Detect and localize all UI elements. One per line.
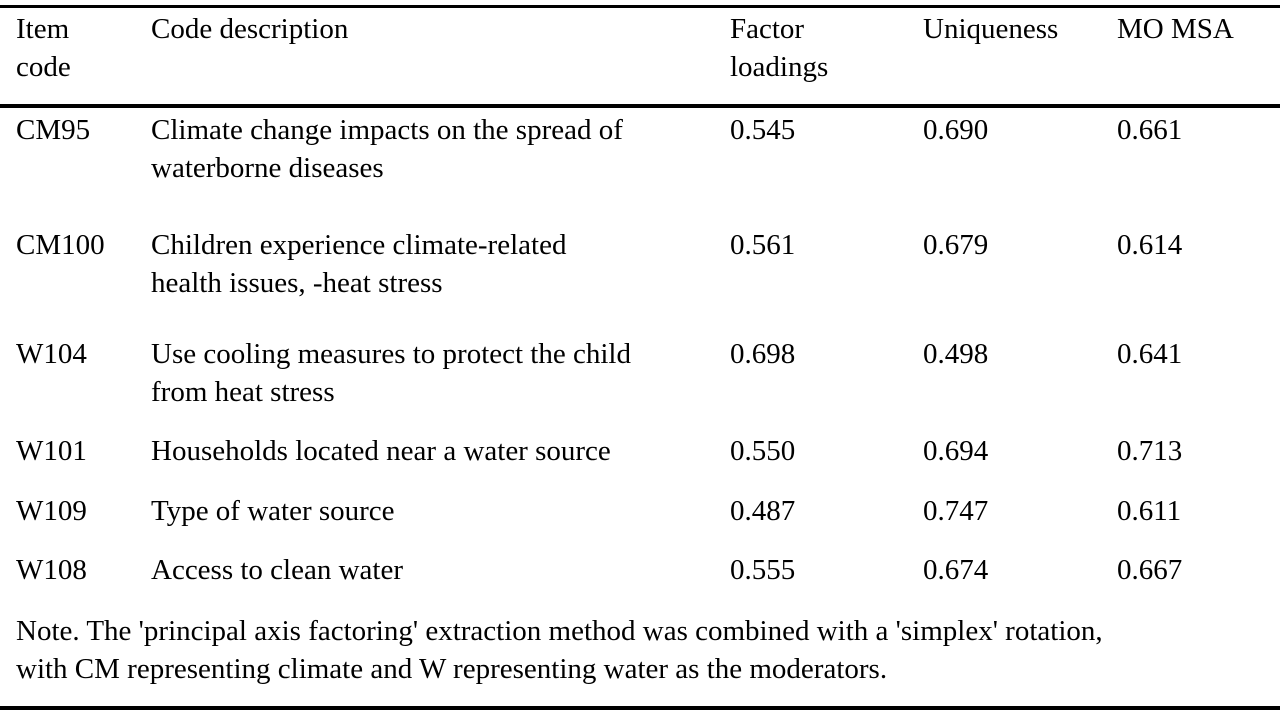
row-description: Access to clean water: [151, 554, 404, 586]
row-factor-loading: 0.555: [730, 554, 796, 586]
header-code-description: Code description: [151, 13, 349, 45]
header-uniqueness: Uniqueness: [923, 13, 1059, 45]
row-uniqueness: 0.679: [923, 229, 989, 261]
row-factor-loading: 0.487: [730, 495, 796, 527]
row-code: W104: [16, 338, 87, 370]
row-mo-msa: 0.641: [1117, 338, 1183, 370]
row-uniqueness: 0.690: [923, 114, 989, 146]
row-mo-msa: 0.614: [1117, 229, 1183, 261]
row-code: W108: [16, 554, 87, 586]
row-uniqueness: 0.498: [923, 338, 989, 370]
row-description: Climate change impacts on the spread of …: [151, 114, 623, 184]
row-factor-loading: 0.698: [730, 338, 796, 370]
table-note: Note. The 'principal axis factoring' ext…: [16, 615, 1103, 685]
row-code: W109: [16, 495, 87, 527]
header-mo-msa: MO MSA: [1117, 13, 1234, 45]
header-item-code: Item code: [16, 13, 71, 83]
row-description: Use cooling measures to protect the chil…: [151, 338, 631, 408]
row-uniqueness: 0.747: [923, 495, 989, 527]
row-description: Households located near a water source: [151, 435, 611, 467]
header-factor-loadings: Factor loadings: [730, 13, 829, 83]
row-factor-loading: 0.545: [730, 114, 796, 146]
table-bottom-rule: [0, 706, 1280, 710]
row-code: W101: [16, 435, 87, 467]
row-code: CM100: [16, 229, 105, 261]
row-mo-msa: 0.713: [1117, 435, 1183, 467]
row-factor-loading: 0.561: [730, 229, 796, 261]
table-top-rule: [0, 5, 1280, 8]
row-uniqueness: 0.674: [923, 554, 989, 586]
row-mo-msa: 0.611: [1117, 495, 1182, 527]
row-mo-msa: 0.661: [1117, 114, 1183, 146]
row-factor-loading: 0.550: [730, 435, 796, 467]
row-description: Type of water source: [151, 495, 395, 527]
row-uniqueness: 0.694: [923, 435, 989, 467]
row-mo-msa: 0.667: [1117, 554, 1183, 586]
header-rule: [0, 104, 1280, 108]
row-description: Children experience climate-related heal…: [151, 229, 567, 299]
row-code: CM95: [16, 114, 91, 146]
